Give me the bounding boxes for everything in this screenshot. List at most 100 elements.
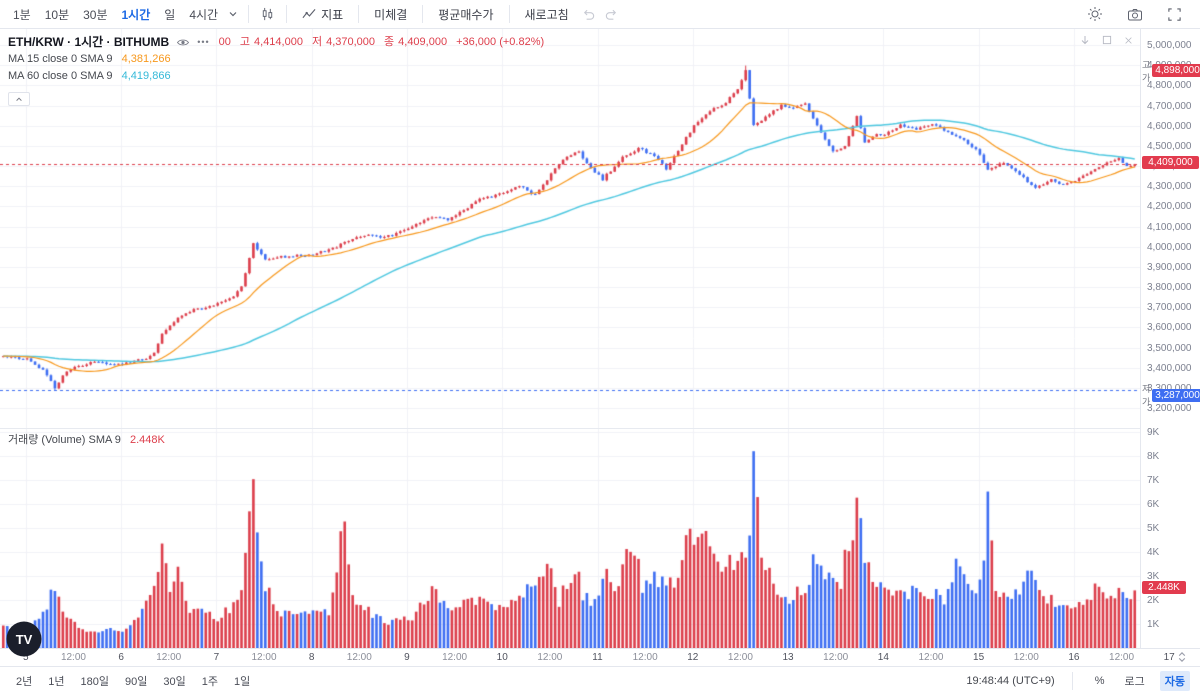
more-options-icon[interactable]: ••• xyxy=(197,37,210,47)
time-tick: 12:00 xyxy=(251,652,277,663)
range-button-1년[interactable]: 1년 xyxy=(42,670,70,692)
fullscreen-icon xyxy=(1168,7,1181,21)
high-badge-label: 고가 xyxy=(1142,59,1151,83)
high-label: 고 xyxy=(239,36,251,48)
pane-separator[interactable] xyxy=(0,428,1200,429)
indicators-button[interactable]: 지표 xyxy=(294,2,351,27)
time-tick: 12:00 xyxy=(442,652,468,663)
chevron-up-icon xyxy=(16,97,22,101)
timeframe-group: 1분 10분 30분 1시간 일 4시간 xyxy=(6,2,225,27)
time-axis[interactable]: 5 12:00 6 12:00 7 12:00 8 12:00 9 12:00 10 12:00 11 1… xyxy=(0,648,1200,666)
toolbar-separator xyxy=(422,5,424,23)
time-tick: 8 xyxy=(308,652,315,663)
ma15-label: MA 15 close 0 SMA 9 xyxy=(8,53,113,65)
snapshot-button[interactable] xyxy=(1123,4,1147,25)
price-tick: 5,000,000 xyxy=(1147,40,1192,51)
ohlc-fragment: 00 xyxy=(218,36,231,48)
toolbar-right-group xyxy=(1083,3,1200,25)
price-axis[interactable]: 고가 4,898,000 4,409,000 저가 3,287,000 2.44… xyxy=(1140,29,1200,648)
maximize-pane-button[interactable] xyxy=(1101,34,1113,46)
time-tick: 12:00 xyxy=(632,652,658,663)
chart-style-button[interactable] xyxy=(256,4,279,25)
price-tick: 4,500,000 xyxy=(1147,140,1192,152)
chart-area: ETH/KRW · 1시간 · BITHUMB ••• 00 고 4,414,00… xyxy=(0,29,1200,666)
timeframe-button-1시간[interactable]: 1시간 xyxy=(115,2,158,27)
current-badge-value: 4,409,000 xyxy=(1142,156,1199,170)
volume-tick: 1K xyxy=(1147,619,1160,630)
symbol-title: ETH/KRW · 1시간 · BITHUMB xyxy=(8,35,170,49)
close-pane-button[interactable] xyxy=(1123,34,1134,46)
ma15-value: 4,381,266 xyxy=(121,53,171,65)
time-tick: 12:00 xyxy=(727,652,753,663)
undo-button[interactable] xyxy=(577,4,600,25)
pane-collapse-icon[interactable] xyxy=(1176,650,1188,667)
volume-label: 거래량 (Volume) SMA 9 xyxy=(8,434,121,446)
range-button-30일[interactable]: 30일 xyxy=(157,670,191,692)
time-tick: 12:00 xyxy=(60,652,86,663)
bottom-toolbar: 2년 1년 180일 90일 30일 1주 1일 19:48:44 (UTC+9) % 로그… xyxy=(0,666,1200,694)
chart-legend: ETH/KRW · 1시간 · BITHUMB ••• 00 고 4,414,00… xyxy=(8,34,544,106)
price-tick: 3,500,000 xyxy=(1147,342,1192,354)
candlestick-icon xyxy=(262,7,273,20)
current-price-badge: 4,409,000 xyxy=(1142,156,1199,170)
timeframe-button-일[interactable]: 일 xyxy=(157,2,182,27)
toolbar-separator xyxy=(358,5,360,23)
volume-tick: 2K xyxy=(1147,595,1160,606)
timeframe-dropdown-button[interactable] xyxy=(225,7,241,21)
ma15-row: MA 15 close 0 SMA 9 4,381,266 xyxy=(8,51,544,68)
low-value: 4,370,000 xyxy=(326,36,376,48)
range-button-1일[interactable]: 1일 xyxy=(228,670,256,692)
log-scale-button[interactable]: 로그 xyxy=(1120,671,1150,691)
move-pane-down-button[interactable] xyxy=(1079,34,1091,46)
refresh-button[interactable]: 새로고침 xyxy=(517,2,577,27)
eye-toggle[interactable] xyxy=(176,37,190,48)
top-toolbar: 1분 10분 30분 1시간 일 4시간 지표 미체결 평균매수가 xyxy=(0,0,1200,29)
timeframe-button-30분[interactable]: 30분 xyxy=(76,2,114,27)
avg-buy-price-button[interactable]: 평균매수가 xyxy=(430,2,501,27)
price-tick: 3,300,000 xyxy=(1147,383,1192,394)
close-icon xyxy=(1125,36,1132,44)
bottom-right-group: 19:48:44 (UTC+9) % 로그 자동 xyxy=(966,670,1190,691)
arrow-down-icon xyxy=(1081,36,1089,45)
price-tick: 4,100,000 xyxy=(1147,221,1192,233)
percent-scale-button[interactable]: % xyxy=(1090,673,1110,689)
time-tick: 12:00 xyxy=(156,652,182,663)
range-button-90일[interactable]: 90일 xyxy=(119,670,153,692)
refresh-label: 새로고침 xyxy=(524,7,569,22)
indicators-label: 지표 xyxy=(321,7,344,22)
open-orders-button[interactable]: 미체결 xyxy=(366,2,415,27)
volume-badge-value: 2.448K xyxy=(1142,581,1186,595)
price-tick: 4,300,000 xyxy=(1147,181,1192,193)
camera-icon xyxy=(1128,8,1142,20)
time-tick: 12:00 xyxy=(918,652,944,663)
time-tick: 6 xyxy=(118,652,124,663)
settings-button[interactable] xyxy=(1083,3,1107,25)
tradingview-logo[interactable]: TV xyxy=(6,621,42,657)
high-price-badge: 고가 4,898,000 xyxy=(1142,58,1200,84)
auto-scale-button[interactable]: 자동 xyxy=(1159,670,1190,691)
range-button-1주[interactable]: 1주 xyxy=(196,670,224,692)
volume-tick: 3K xyxy=(1147,571,1160,582)
ma60-label: MA 60 close 0 SMA 9 xyxy=(8,70,113,82)
toolbar-separator xyxy=(286,5,288,23)
maximize-icon xyxy=(1102,35,1112,45)
volume-sma-value: 2.448K xyxy=(129,434,165,446)
close-label: 종 xyxy=(384,36,395,48)
timeframe-button-4시간[interactable]: 4시간 xyxy=(182,2,225,27)
price-tick: 4,000,000 xyxy=(1147,241,1192,253)
range-button-2년[interactable]: 2년 xyxy=(10,670,38,692)
price-tick: 4,700,000 xyxy=(1147,100,1192,112)
time-tick: 12:00 xyxy=(1109,652,1135,663)
timeframe-button-10분[interactable]: 10분 xyxy=(38,2,76,27)
fullscreen-button[interactable] xyxy=(1163,4,1186,25)
high-value: 4,414,000 xyxy=(254,36,303,48)
high-badge-value: 4,898,000 xyxy=(1152,64,1200,78)
timeframe-button-1분[interactable]: 1분 xyxy=(6,2,38,27)
low-price-badge: 저가 3,287,000 xyxy=(1142,382,1200,408)
time-tick: 12:00 xyxy=(1013,652,1039,663)
range-button-180일[interactable]: 180일 xyxy=(75,670,115,692)
collapse-legend-button[interactable] xyxy=(8,92,30,106)
price-chart-canvas[interactable] xyxy=(0,29,1140,648)
redo-button[interactable] xyxy=(600,4,623,25)
time-tick: 15 xyxy=(973,652,985,663)
